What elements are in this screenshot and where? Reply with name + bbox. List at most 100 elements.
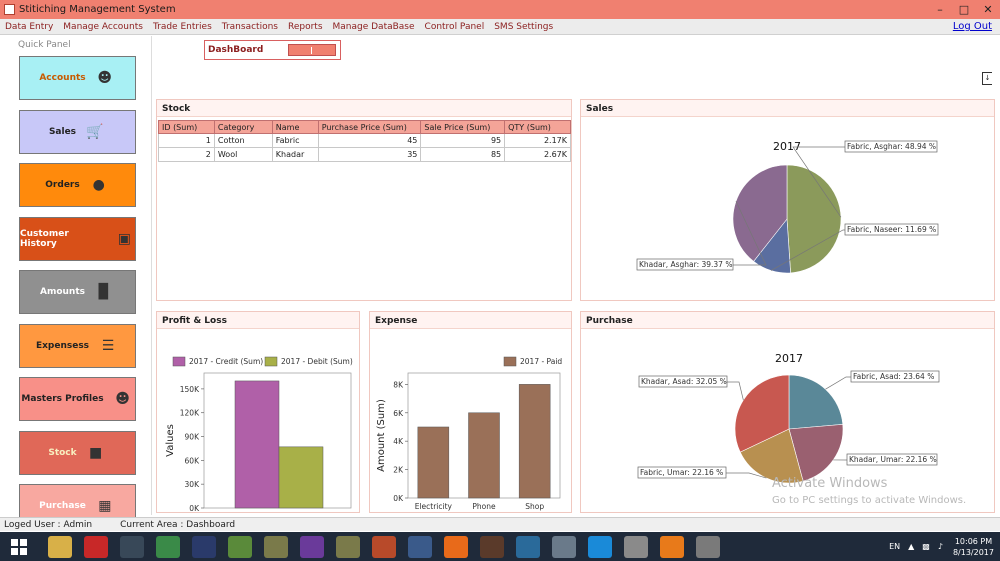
volume-icon[interactable]: ♪ (937, 542, 943, 551)
tools-icon[interactable] (336, 535, 360, 558)
pie-slice (788, 424, 844, 482)
pie-leader-line (727, 381, 744, 401)
visual-studio-icon[interactable] (300, 535, 324, 558)
y-tick-label: 150K (180, 385, 200, 394)
menu-control-panel[interactable]: Control Panel (424, 21, 485, 32)
minimize-button[interactable]: – (937, 3, 943, 16)
cinema4d-icon[interactable] (120, 535, 144, 558)
mario-icon[interactable] (372, 535, 396, 558)
table-row[interactable]: 2 Wool Khadar 35 85 2.67K (158, 147, 571, 162)
expense-panel-title: Expense (370, 312, 571, 329)
quick-button-label: Expensess (35, 340, 90, 351)
tools-icon[interactable] (264, 535, 288, 558)
language-indicator[interactable]: EN (889, 542, 901, 551)
table-cell: 35 (317, 147, 422, 162)
pie-leader-line (825, 376, 851, 390)
purchase-panel-title: Purchase (581, 312, 994, 329)
title-bar: Stitiching Management System – □ ✕ (0, 0, 1000, 19)
pie-label-box (844, 140, 938, 153)
notepad-icon[interactable] (228, 535, 252, 558)
skype-icon[interactable] (588, 535, 612, 558)
quick-button-label: Sales (48, 126, 77, 137)
document-icon: ☰ (101, 337, 115, 354)
screen-icon[interactable] (516, 535, 540, 558)
tray-up-icon[interactable]: ▲ (908, 542, 915, 551)
table-cell: 95 (420, 133, 506, 148)
cart-icon: 🛒 (86, 123, 104, 140)
file-explorer-icon[interactable] (48, 535, 72, 558)
quick-stock-button[interactable]: Stock ■ (19, 430, 136, 475)
y-tick-label: 0K (189, 504, 200, 512)
stock-column-header[interactable]: Category (213, 120, 273, 134)
network-icon[interactable]: ▩ (922, 542, 930, 551)
quick-accounts-button[interactable]: Accounts ☻ (19, 56, 136, 100)
pie-data-label: Fabric, Umar: 22.16 % (640, 468, 723, 477)
maximize-button[interactable]: □ (958, 3, 970, 16)
menu-sms-settings[interactable]: SMS Settings (494, 21, 554, 32)
chrome-icon[interactable] (156, 535, 180, 558)
menu-manage-database[interactable]: Manage DataBase (332, 21, 415, 32)
xampp-icon[interactable] (444, 535, 468, 558)
menu-trade-entries[interactable]: Trade Entries (152, 21, 212, 32)
film-icon[interactable] (408, 535, 432, 558)
y-tick-label: 90K (185, 433, 201, 442)
menu-transactions[interactable]: Transactions (221, 21, 278, 32)
chart-title: 2017 (775, 352, 803, 365)
app-icon (4, 4, 15, 15)
y-tick-label: 2K (393, 466, 404, 475)
quick-amounts-button[interactable]: Amounts ▉ (19, 270, 136, 314)
pie-data-label: Khadar, Umar: 22.16 % (849, 455, 937, 464)
menu-data-entry[interactable]: Data Entry (5, 21, 54, 32)
sales-pie-chart: 2017 Fabric, Asghar: 48.94 % Fabric, Nasee… (636, 140, 939, 274)
zotero-icon[interactable] (84, 535, 108, 558)
quick-expensess-button[interactable]: Expensess ☰ (19, 323, 136, 368)
settings-icon[interactable] (624, 535, 648, 558)
computer-icon[interactable] (552, 535, 576, 558)
x-tick-label: Rent (526, 511, 543, 512)
pie-leader-line (770, 229, 845, 271)
bar (234, 380, 280, 509)
vlc-icon[interactable] (660, 535, 684, 558)
windows-start-icon[interactable] (4, 532, 34, 561)
quick-masters-profiles-button[interactable]: Masters Profiles ☻ (19, 377, 136, 421)
bar (518, 384, 551, 499)
y-tick-label: 4K (393, 437, 404, 446)
pie-slice (739, 428, 804, 484)
legend-swatch (503, 356, 517, 367)
clock[interactable]: 10:06 PM 8/13/2017 (953, 536, 994, 558)
x-tick-label: Electricity (415, 502, 453, 511)
quick-button-label: Customer History (20, 228, 69, 249)
y-tick-label: 6K (393, 409, 404, 418)
legend-label: 2017 - Paid (520, 357, 562, 366)
stock-column-header[interactable]: QTY (Sum) (504, 120, 571, 134)
table-row[interactable]: 1 Cotton Fabric 45 95 2.17K (158, 133, 571, 148)
coins-icon: ● (92, 177, 105, 193)
stock-column-header[interactable]: Name (271, 120, 319, 134)
x-tick-label: Bill (478, 511, 489, 512)
activate-windows-watermark: Activate Windows (772, 476, 888, 491)
quick-customer-history-button[interactable]: Customer History ▣ (19, 216, 136, 261)
logout-link[interactable]: Log Out (952, 21, 992, 32)
clock-date: 8/13/2017 (952, 547, 994, 557)
bar (278, 446, 324, 509)
dashboard-toggle[interactable] (288, 44, 336, 56)
quick-button-label: Amounts (40, 287, 85, 297)
bracket-app-icon[interactable] (192, 535, 216, 558)
stock-column-header[interactable]: Purchase Price (Sum) (317, 120, 422, 134)
menu-manage-accounts[interactable]: Manage Accounts (63, 21, 143, 32)
y-axis-label: Amount (Sum) (376, 399, 387, 472)
dosbox-icon[interactable] (480, 535, 504, 558)
quick-sales-button[interactable]: Sales 🛒 (19, 109, 136, 154)
x-tick-label: Shop (525, 502, 544, 511)
y-tick-label: 0K (393, 494, 404, 503)
menu-reports[interactable]: Reports (287, 21, 323, 32)
close-button[interactable]: ✕ (983, 3, 993, 16)
activate-windows-hint: Go to PC settings to activate Windows. (772, 495, 967, 506)
quick-button-label: Masters Profiles (21, 394, 104, 404)
stock-column-header[interactable]: ID (Sum) (158, 120, 215, 134)
pie-leader-line (733, 201, 767, 266)
quick-orders-button[interactable]: Orders ● (19, 163, 136, 207)
app-icon[interactable] (696, 535, 720, 558)
stock-column-header[interactable]: Sale Price (Sum) (420, 120, 506, 134)
briefcase-icon: ■ (89, 444, 103, 461)
